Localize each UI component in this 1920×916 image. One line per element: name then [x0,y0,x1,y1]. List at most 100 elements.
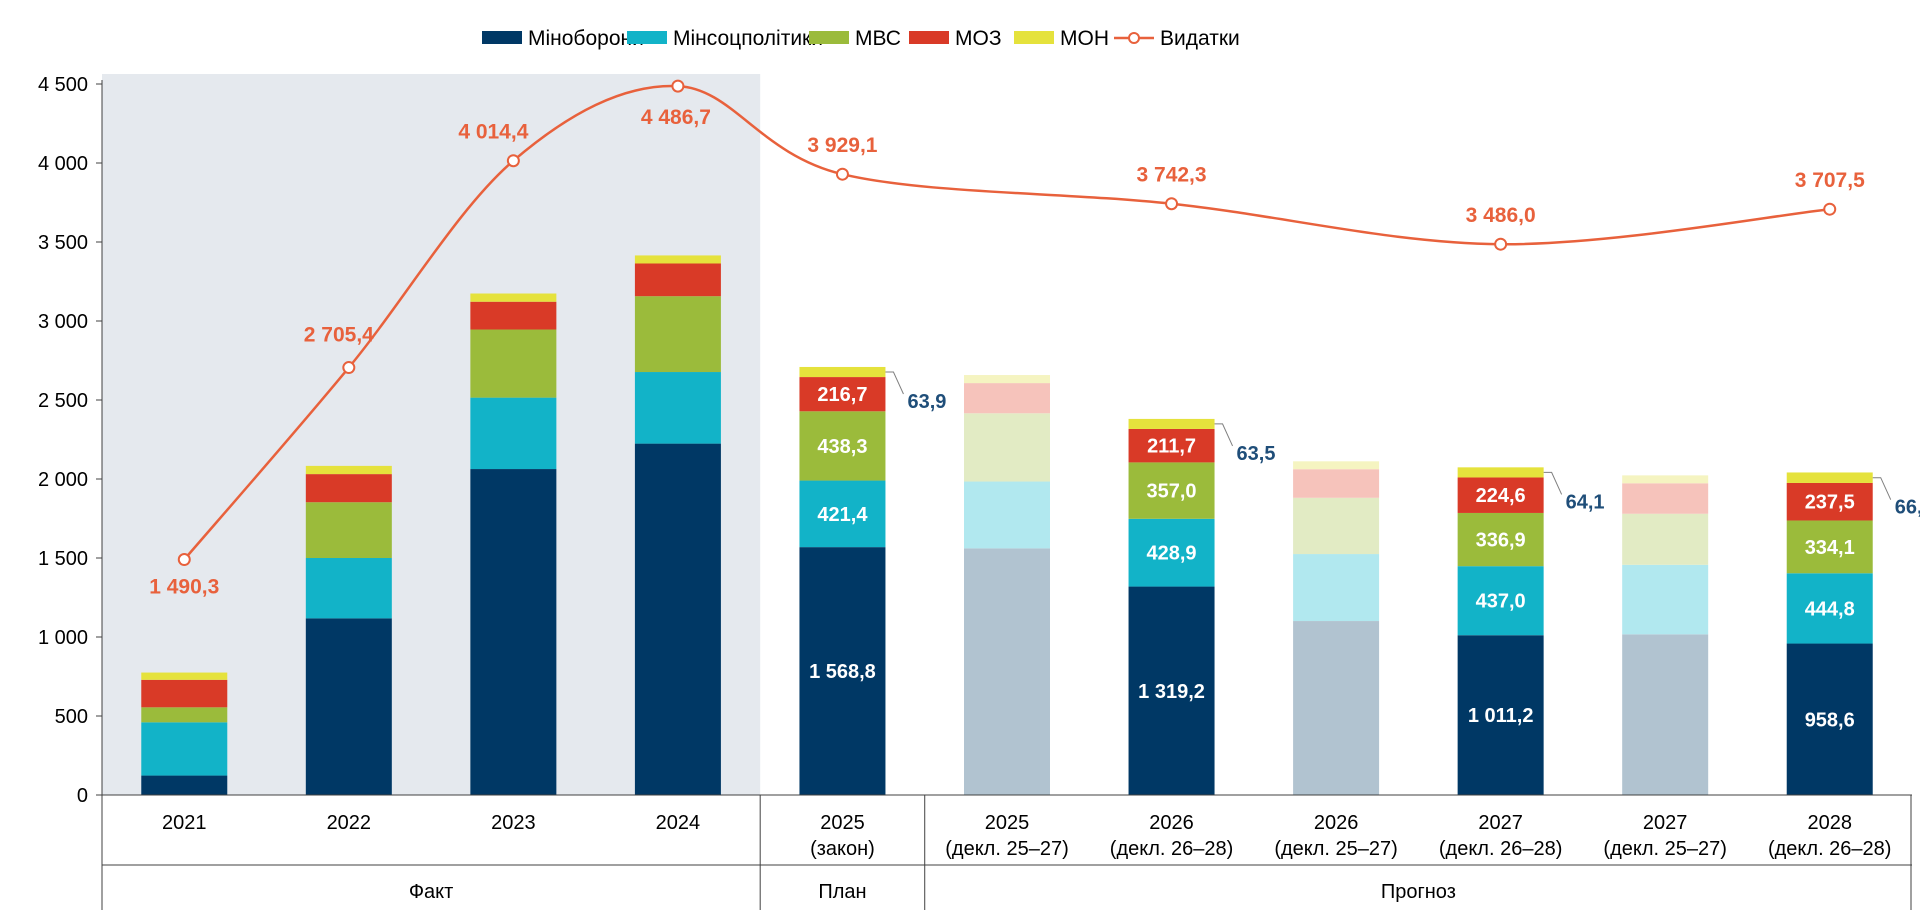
x-category-label: 2028 [1807,812,1852,834]
bar-segment-4 [1457,477,1544,513]
bar-segment-1 [964,548,1050,795]
expenditure-point [342,361,356,375]
bar-segment-2 [305,558,392,619]
bar-segment-3 [1128,462,1215,519]
bar-label-leader [1872,477,1892,500]
expenditure-value-label: 4 014,4 [458,121,528,144]
expenditure-value-label: 3 929,1 [807,134,877,157]
expenditure-point [835,167,849,181]
bar-value-label: 237,5 [1805,492,1855,514]
legend-swatch [1014,31,1054,44]
bar-segment-3 [964,413,1050,482]
legend-item: Видатки [1114,27,1240,50]
y-tick-label: 0 [77,785,88,807]
x-category-sublabel: (декл. 26–28) [1439,838,1563,860]
bar-value-label: 437,0 [1476,591,1526,613]
expenditure-value-label: 1 490,3 [149,576,219,599]
bar-segment-5 [1786,472,1873,483]
y-tick-label: 1 500 [38,548,88,570]
x-category-label: 2025 [820,812,865,834]
y-tick-label: 3 500 [38,232,88,254]
group-label: Факт [409,881,453,903]
bar-segment-5 [634,255,721,264]
x-category-sublabel: (декл. 25–27) [945,838,1069,860]
bar-segment-4 [1786,482,1873,521]
bar-segment-4 [1293,469,1380,498]
bar-value-label: 1 568,8 [809,661,876,683]
x-category-sublabel: (декл. 26–28) [1110,838,1234,860]
bar-segment-4 [305,474,392,503]
bar-segment-4 [141,679,228,708]
y-tick-label: 4 000 [38,153,88,175]
legend-item: МОН [1014,27,1109,50]
x-category-label: 2026 [1314,812,1359,834]
legend-item: Міноборони [482,27,644,50]
bar-segment-1 [1457,635,1544,795]
bar-segment-3 [1622,513,1709,565]
bar-segment-1 [1293,621,1380,795]
bar-value-label: 357,0 [1147,481,1197,503]
bar-segment-1 [141,775,228,795]
bar-value-label: 63,5 [1237,443,1276,465]
legend-swatch [627,31,667,44]
bar-segment-1 [1128,586,1215,795]
x-category-label: 2021 [162,812,207,834]
bar-value-label: 444,8 [1805,598,1855,620]
bar-value-label: 216,7 [817,384,867,406]
x-category-sublabel: (декл. 25–27) [1603,838,1727,860]
bar-segment-1 [470,469,557,795]
bar-label-leader [1543,471,1563,495]
bar-value-label: 64,1 [1566,491,1605,513]
bar-value-label: 1 011,2 [1468,705,1534,727]
legend-label: МОЗ [955,27,1002,50]
bar-segment-3 [1786,520,1873,574]
bar-segment-5 [141,672,228,680]
bar-segment-4 [1128,428,1215,463]
bar-value-label: 211,7 [1147,436,1196,458]
expenditure-point [1823,202,1837,216]
bar-segment-4 [964,383,1050,414]
x-category-sublabel: (декл. 25–27) [1274,838,1398,860]
bar-segment-5 [305,465,392,475]
bar-segment-2 [141,722,228,776]
bar-segment-5 [1622,475,1709,484]
bar-segment-5 [1128,418,1215,429]
bar-value-label: 438,3 [817,436,867,458]
bar-segment-3 [1293,497,1380,555]
legend-label: МОН [1060,27,1109,50]
bar-segment-1 [1786,643,1873,795]
bar-segment-3 [141,707,228,723]
expenditure-value-label: 3 742,3 [1137,164,1207,187]
bar-segment-5 [964,375,1050,384]
expenditure-point [671,79,685,93]
bar-value-label: 224,6 [1476,485,1526,507]
bar-segment-1 [305,618,392,795]
y-tick-label: 1 000 [38,627,88,649]
legend-swatch [482,31,522,44]
y-tick-label: 2 000 [38,469,88,491]
group-label: План [818,881,866,903]
bar-segment-5 [1293,461,1380,470]
bar-segment-2 [1786,573,1873,644]
bar-segment-3 [470,329,557,398]
bar-label-leader [885,371,904,395]
bar-segment-4 [470,301,557,330]
expenditure-value-label: 3 486,0 [1466,204,1536,227]
expenditure-point [506,154,520,168]
bar-segment-5 [799,366,886,378]
expenditure-point [177,553,191,567]
bar-segment-2 [1622,564,1709,635]
legend-label: МВС [855,27,901,50]
bar-segment-2 [1457,566,1544,636]
bar-value-label: 958,6 [1805,709,1855,731]
x-category-label: 2027 [1643,812,1688,834]
legend-label: Мінсоцполітики [673,27,823,50]
expenditure-point [1494,237,1508,251]
bar-segment-3 [799,411,886,481]
x-category-sublabel: (закон) [810,838,875,860]
bar-segment-4 [634,263,721,297]
bar-segment-2 [964,481,1050,549]
legend-label: Міноборони [528,27,644,50]
bar-value-label: 66,4 [1895,497,1920,519]
